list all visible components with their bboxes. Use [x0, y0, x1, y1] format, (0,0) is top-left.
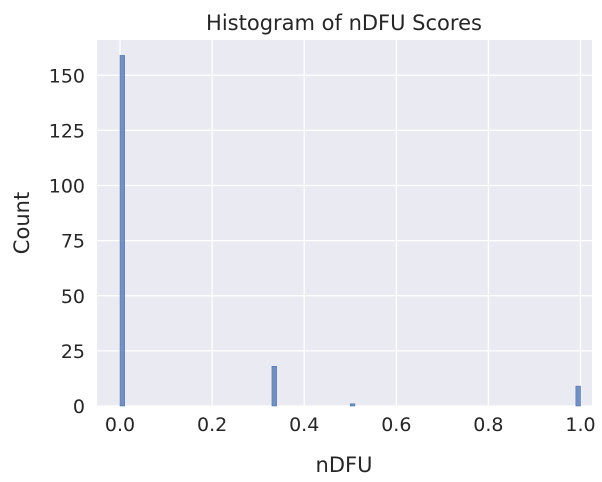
x-tick-label: 0.4	[289, 414, 319, 436]
histogram-bar	[349, 403, 356, 407]
y-tick-label: 150	[49, 65, 85, 87]
grid-lines	[97, 40, 592, 407]
x-tick-label: 0.8	[473, 414, 503, 436]
x-tick-label: 0.0	[105, 414, 135, 436]
x-axis-label: nDFU	[316, 453, 373, 477]
y-tick-label: 125	[49, 120, 85, 142]
x-tick-labels: 0.0 0.2 0.4 0.6 0.8 1.0	[105, 414, 596, 436]
plot-background	[97, 40, 592, 406]
y-tick-label: 25	[61, 341, 85, 363]
histogram-bar	[271, 366, 277, 407]
y-tick-label: 75	[61, 231, 85, 253]
y-tick-labels: 0 25 50 75 100 125 150	[49, 65, 85, 418]
y-tick-label: 0	[73, 396, 85, 418]
x-tick-label: 0.2	[197, 414, 227, 436]
y-tick-label: 100	[49, 176, 85, 198]
x-tick-label: 1.0	[565, 414, 595, 436]
y-axis-label: Count	[10, 192, 34, 254]
histogram-bars	[119, 55, 581, 407]
histogram-bar	[575, 385, 581, 407]
x-tick-label: 0.6	[381, 414, 411, 436]
histogram-bar	[119, 55, 125, 407]
y-tick-label: 50	[61, 286, 85, 308]
chart-title: Histogram of nDFU Scores	[206, 11, 482, 35]
